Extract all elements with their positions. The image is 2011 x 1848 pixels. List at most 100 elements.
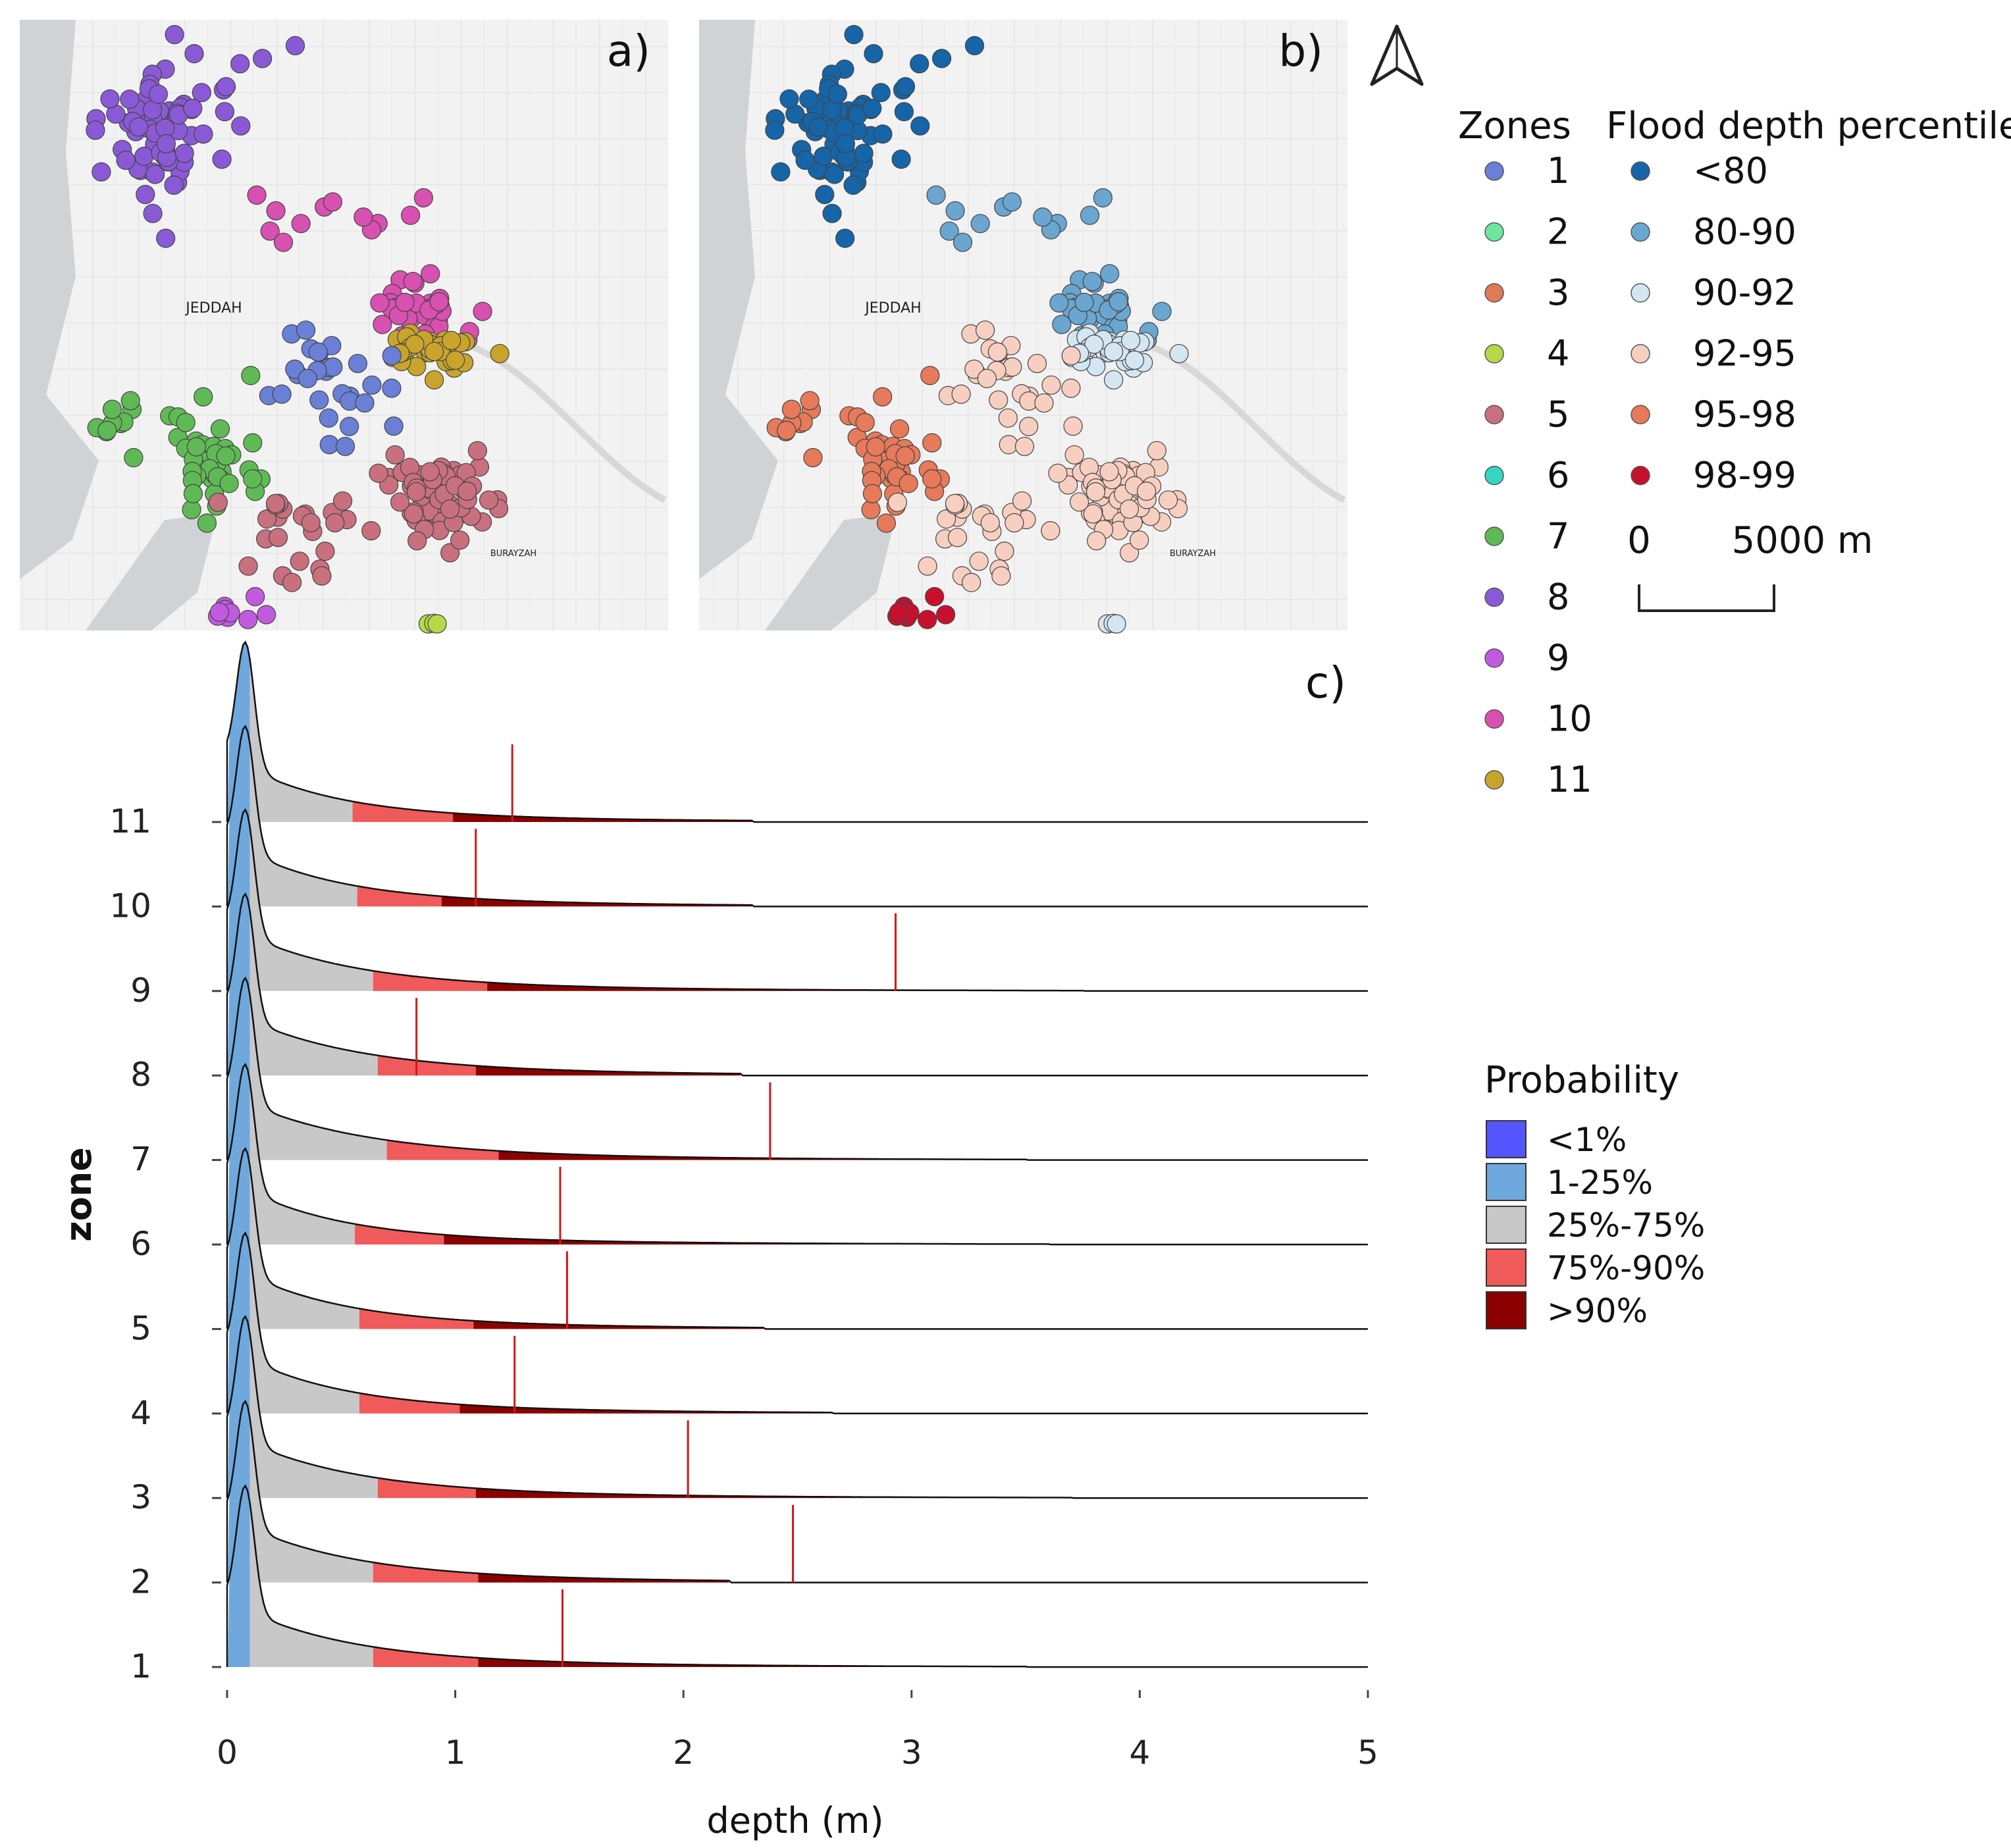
- percentile-point: [977, 369, 997, 388]
- zone-point: [124, 448, 144, 468]
- ridge-outline: [226, 976, 1368, 1161]
- percentile-point: [936, 509, 956, 529]
- legend-zone-swatch: [1484, 465, 1504, 486]
- legend-zone-label: 11: [1547, 759, 1592, 800]
- percentile-point: [1087, 531, 1107, 551]
- ridge-outline: [226, 1314, 1368, 1499]
- zone-point: [421, 264, 440, 284]
- percentile-point: [800, 391, 820, 411]
- band-75-90pct: [357, 886, 442, 907]
- band-25-75pct: [249, 659, 353, 822]
- ridge-outline: [226, 808, 1368, 992]
- percentile-point: [925, 586, 945, 607]
- legend-percentile-label: 95-98: [1693, 394, 1796, 435]
- ridge-outline: [226, 1146, 1368, 1330]
- legend-probability-label: >90%: [1547, 1292, 1648, 1330]
- percentile-point: [998, 408, 1018, 428]
- legend-percentile-swatch: [1631, 222, 1650, 242]
- percentile-point: [1041, 521, 1060, 541]
- legend-probability-swatch: [1486, 1206, 1527, 1244]
- percentile-point: [1084, 334, 1104, 354]
- legend-zone-label: 2: [1547, 211, 1569, 253]
- legend-percentile-label: 98-99: [1693, 455, 1796, 496]
- percentile-point: [1002, 192, 1022, 212]
- zone-point: [209, 602, 229, 622]
- y-tick-label: 4: [130, 1394, 151, 1432]
- percentile-point: [964, 36, 985, 56]
- zone-point: [445, 350, 465, 370]
- legend-zone-swatch: [1484, 770, 1504, 790]
- legend-percentile-label: 80-90: [1693, 211, 1796, 253]
- zone-point: [176, 413, 196, 432]
- zone-point: [129, 117, 149, 137]
- ridge-outline: [226, 1062, 1368, 1246]
- zone-point: [309, 390, 329, 410]
- percentile-point: [1012, 491, 1032, 511]
- percentile-point: [989, 390, 1008, 410]
- percentile-point: [987, 342, 1007, 362]
- ridge-outline: [226, 725, 1368, 908]
- percentile-point: [795, 150, 815, 170]
- legend-percentile-swatch: [1631, 161, 1650, 181]
- x-axis: 0 1 2 3 4 5: [217, 1690, 1378, 1772]
- percentile-point: [1080, 205, 1100, 225]
- band-75-90pct: [377, 1477, 476, 1499]
- percentile-point: [887, 492, 908, 512]
- percentile-point: [1104, 370, 1124, 390]
- zone-point: [390, 492, 410, 512]
- zone-point: [413, 188, 434, 208]
- zone-point: [247, 185, 267, 205]
- legend-percentile-swatch: [1631, 344, 1650, 364]
- zone-point: [164, 175, 184, 195]
- percentile-point: [910, 116, 930, 136]
- legend-zone-label: 9: [1547, 637, 1569, 679]
- zone-point: [384, 416, 404, 436]
- percentile-point: [771, 162, 791, 182]
- y-tick-label: 6: [130, 1225, 151, 1263]
- percentile-point: [1152, 301, 1172, 321]
- band-75-90pct: [359, 1393, 460, 1414]
- zone-point: [212, 149, 232, 169]
- legend-zone-label: 8: [1547, 577, 1569, 618]
- zone-point: [282, 573, 302, 592]
- zone-point: [156, 134, 176, 153]
- x-tick-label: 3: [901, 1733, 922, 1772]
- percentile-point: [995, 541, 1014, 561]
- sea-area: [20, 20, 99, 579]
- percentile-point: [1169, 344, 1189, 363]
- legend-zone-swatch: [1484, 709, 1504, 729]
- percentile-point: [1034, 393, 1054, 413]
- zone-point: [219, 473, 239, 494]
- zone-point: [215, 102, 234, 122]
- zone-point: [353, 207, 373, 227]
- percentile-point: [889, 419, 910, 439]
- percentile-point: [1107, 614, 1126, 634]
- band-above-90pct: [498, 1150, 1026, 1160]
- band-75-90pct: [373, 971, 488, 991]
- zone-point: [403, 272, 423, 292]
- percentile-point: [815, 185, 835, 205]
- legend-percentile-swatch: [1631, 465, 1650, 486]
- zone-point: [404, 504, 424, 524]
- band-75-90pct: [373, 1647, 479, 1667]
- percentile-point: [1048, 463, 1068, 483]
- zone-point: [145, 165, 165, 184]
- percentile-point: [910, 54, 929, 74]
- legend-probability-swatch: [1486, 1248, 1527, 1287]
- percentile-point: [931, 49, 952, 68]
- zone-point: [319, 434, 339, 455]
- zone-point: [440, 499, 460, 519]
- percentile-point: [889, 602, 909, 622]
- percentile-point: [1005, 513, 1024, 533]
- zone-point: [285, 36, 305, 56]
- percentile-point: [1158, 490, 1178, 510]
- zone-point: [265, 494, 286, 513]
- zone-point: [183, 99, 203, 118]
- percentile-point: [799, 90, 819, 109]
- zone-point: [216, 77, 236, 97]
- zone-point: [257, 509, 277, 529]
- zone-point: [210, 419, 230, 439]
- zone-point: [243, 469, 263, 489]
- zone-point: [457, 481, 477, 501]
- zone-point: [86, 120, 105, 140]
